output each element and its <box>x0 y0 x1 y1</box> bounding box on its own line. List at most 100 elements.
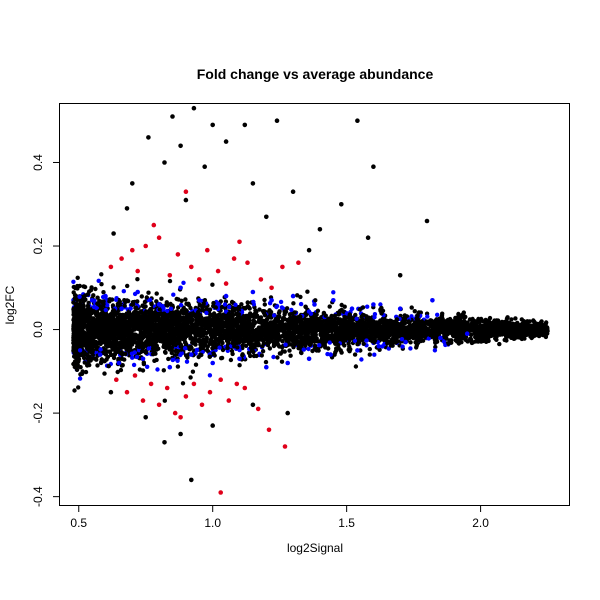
bulk-point <box>264 323 269 328</box>
bulk-point <box>120 332 126 337</box>
bulk-point <box>207 307 213 312</box>
bulk-point <box>233 302 238 307</box>
bulk-point <box>174 337 179 343</box>
bulk-point <box>321 332 326 337</box>
bulk-point <box>288 353 293 358</box>
bulk-point <box>173 349 178 354</box>
bulk-point <box>315 308 321 313</box>
bulk-point <box>99 339 104 344</box>
bulk-point <box>375 326 380 332</box>
bulk-point <box>480 328 485 333</box>
bulk-point <box>167 343 172 349</box>
bulk-point <box>122 303 127 308</box>
bulk-point <box>160 314 165 320</box>
bulk-point <box>388 343 394 348</box>
bulk-point <box>220 347 226 353</box>
bulk-point <box>201 301 206 306</box>
bulk-point <box>386 335 391 340</box>
bulk-point <box>77 376 83 381</box>
bulk-point <box>82 360 88 365</box>
bulk-point <box>190 369 196 374</box>
bulk-point <box>146 290 151 295</box>
bulk-point <box>194 347 200 353</box>
bulk-point <box>78 365 83 370</box>
bulk-point <box>192 328 198 333</box>
bulk-point <box>79 318 84 324</box>
bulk-point <box>541 324 547 330</box>
bulk-point <box>143 350 149 355</box>
bulk-point <box>135 277 140 282</box>
bulk-point <box>135 299 140 304</box>
bulk-point <box>479 316 484 322</box>
bulk-point <box>332 313 338 318</box>
bulk-point <box>77 294 82 299</box>
bulk-point <box>287 312 293 317</box>
bulk-point <box>245 321 250 326</box>
bulk-point <box>243 306 248 311</box>
bulk-point <box>305 289 310 294</box>
bulk-point <box>346 334 352 339</box>
bulk-point <box>286 326 291 331</box>
bulk-point <box>477 324 482 330</box>
bulk-point <box>178 302 184 308</box>
bulk-point <box>143 341 148 346</box>
bulk-point <box>144 295 149 300</box>
bulk-point <box>352 352 358 357</box>
bulk-point <box>210 332 215 337</box>
bulk-point <box>255 343 260 348</box>
bulk-point <box>522 336 527 341</box>
bulk-point <box>508 325 513 330</box>
bulk-point <box>102 328 107 334</box>
bulk-point <box>415 321 420 327</box>
bulk-point <box>133 305 139 310</box>
bulk-point <box>370 336 375 342</box>
bulk-point <box>321 324 326 329</box>
bulk-point <box>251 299 256 305</box>
bulk-point <box>355 342 360 347</box>
bulk-point <box>441 339 447 344</box>
bulk-point <box>245 300 250 305</box>
bulk-point <box>141 361 147 367</box>
bulk-point <box>222 302 228 307</box>
bulk-point <box>272 313 277 318</box>
bulk-point <box>306 346 311 352</box>
bulk-point <box>204 335 209 340</box>
bulk-point <box>372 352 377 357</box>
bulk-point <box>204 310 209 316</box>
bulk-point <box>379 305 384 311</box>
bulk-point <box>243 338 248 344</box>
bulk-point <box>91 316 96 321</box>
bulk-point <box>75 286 80 291</box>
bulk-point <box>399 320 405 325</box>
bulk-point <box>248 353 253 359</box>
bulk-point <box>165 316 170 321</box>
bulk-point <box>91 293 96 298</box>
bulk-point <box>428 318 433 323</box>
bulk-point <box>545 327 550 332</box>
bulk-point <box>356 329 361 334</box>
bulk-point <box>254 353 259 359</box>
bulk-point <box>378 320 384 325</box>
bulk-point <box>317 343 322 348</box>
bulk-point <box>327 340 332 345</box>
bulk-point <box>146 346 151 351</box>
bulk-point <box>77 348 83 353</box>
bulk-point <box>83 369 89 375</box>
bulk-point <box>446 323 452 329</box>
bulk-point <box>93 339 99 345</box>
bulk-point <box>169 324 174 329</box>
bulk-point <box>334 326 339 331</box>
bulk-point <box>469 340 475 346</box>
bulk-point <box>139 338 144 343</box>
bulk-point <box>399 337 405 342</box>
bulk-point <box>372 315 377 320</box>
bulk-point <box>484 334 489 340</box>
bulk-point <box>235 325 240 330</box>
bulk-point <box>233 328 238 334</box>
bulk-point <box>318 338 324 343</box>
bulk-point <box>126 331 131 337</box>
bulk-point <box>105 303 110 308</box>
bulk-point <box>168 319 173 324</box>
bulk-point <box>365 304 370 309</box>
bulk-point <box>357 320 363 326</box>
